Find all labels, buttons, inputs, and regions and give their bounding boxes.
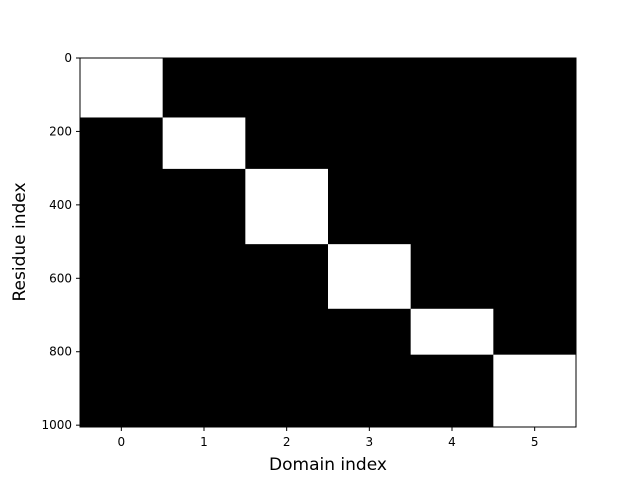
x-tick-label: 2 xyxy=(283,435,291,449)
x-tick-label: 4 xyxy=(448,435,456,449)
x-axis-label: Domain index xyxy=(269,455,387,475)
y-tick-label: 400 xyxy=(49,198,72,212)
y-tick-label: 200 xyxy=(49,124,72,138)
y-tick-label: 0 xyxy=(64,51,72,65)
x-tick-label: 1 xyxy=(200,435,208,449)
y-tick-label: 1000 xyxy=(41,418,72,432)
heatmap-cell-domain-3 xyxy=(328,244,411,309)
x-tick-label: 5 xyxy=(531,435,539,449)
heatmap-cell-domain-0 xyxy=(80,58,163,118)
x-tick-label: 3 xyxy=(366,435,374,449)
heatmap-cell-domain-1 xyxy=(162,117,246,169)
heatmap-cell-domain-5 xyxy=(493,354,576,427)
heatmap-cell-domain-2 xyxy=(245,168,328,245)
y-tick-label: 800 xyxy=(49,345,72,359)
x-axis: 0 1 2 3 4 5 xyxy=(118,427,539,449)
y-axis: 0 200 400 600 800 1000 xyxy=(41,51,80,432)
plot-frame xyxy=(79,57,577,428)
heatmap-cell-domain-4 xyxy=(410,308,494,355)
plot-area xyxy=(79,57,577,428)
x-tick-label: 0 xyxy=(118,435,126,449)
y-tick-label: 600 xyxy=(49,271,72,285)
y-axis-label: Residue index xyxy=(10,182,30,301)
